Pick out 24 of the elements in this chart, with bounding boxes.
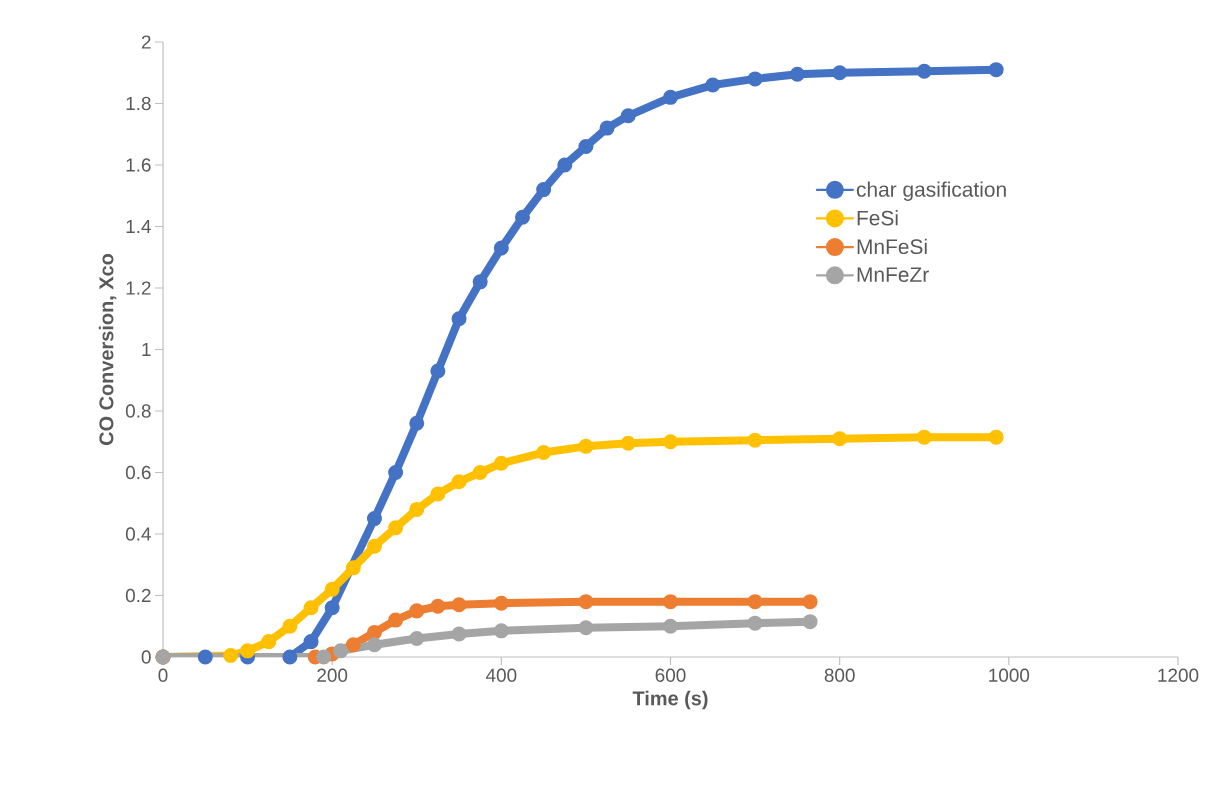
y-axis-title: CO Conversion, Xco — [98, 253, 117, 446]
y-tick-label: 1.6 — [126, 158, 151, 172]
x-tick-label: 1200 — [1158, 668, 1199, 682]
y-tick-label: 1 — [142, 342, 151, 357]
x-tick-label: 800 — [824, 668, 855, 682]
x-tick-label: 400 — [485, 668, 517, 682]
y-tick-label: 0.4 — [125, 527, 151, 541]
x-axis-title: Time (s) — [632, 690, 708, 710]
x-tick-label: 200 — [317, 668, 348, 682]
legend-label: FeSi — [857, 210, 898, 226]
y-tick-label: 0.2 — [125, 588, 151, 603]
x-tick-label: 1000 — [989, 668, 1030, 682]
y-tick-label: 2 — [141, 35, 151, 49]
y-tick-label: 0.6 — [125, 465, 151, 480]
legend-label: char gasification — [856, 181, 1006, 201]
y-tick-label: 0 — [141, 650, 151, 664]
y-tick-label: 1.4 — [126, 219, 151, 234]
x-tick-label: 600 — [655, 668, 686, 682]
legend-label: MnFeZr — [857, 267, 929, 282]
y-tick-label: 0.8 — [125, 404, 151, 418]
y-tick-label: 1.2 — [126, 281, 151, 295]
x-tick-label: 0 — [158, 668, 168, 682]
legend-label: MnFeSi — [857, 238, 927, 255]
y-tick-label: 1.8 — [126, 96, 151, 111]
